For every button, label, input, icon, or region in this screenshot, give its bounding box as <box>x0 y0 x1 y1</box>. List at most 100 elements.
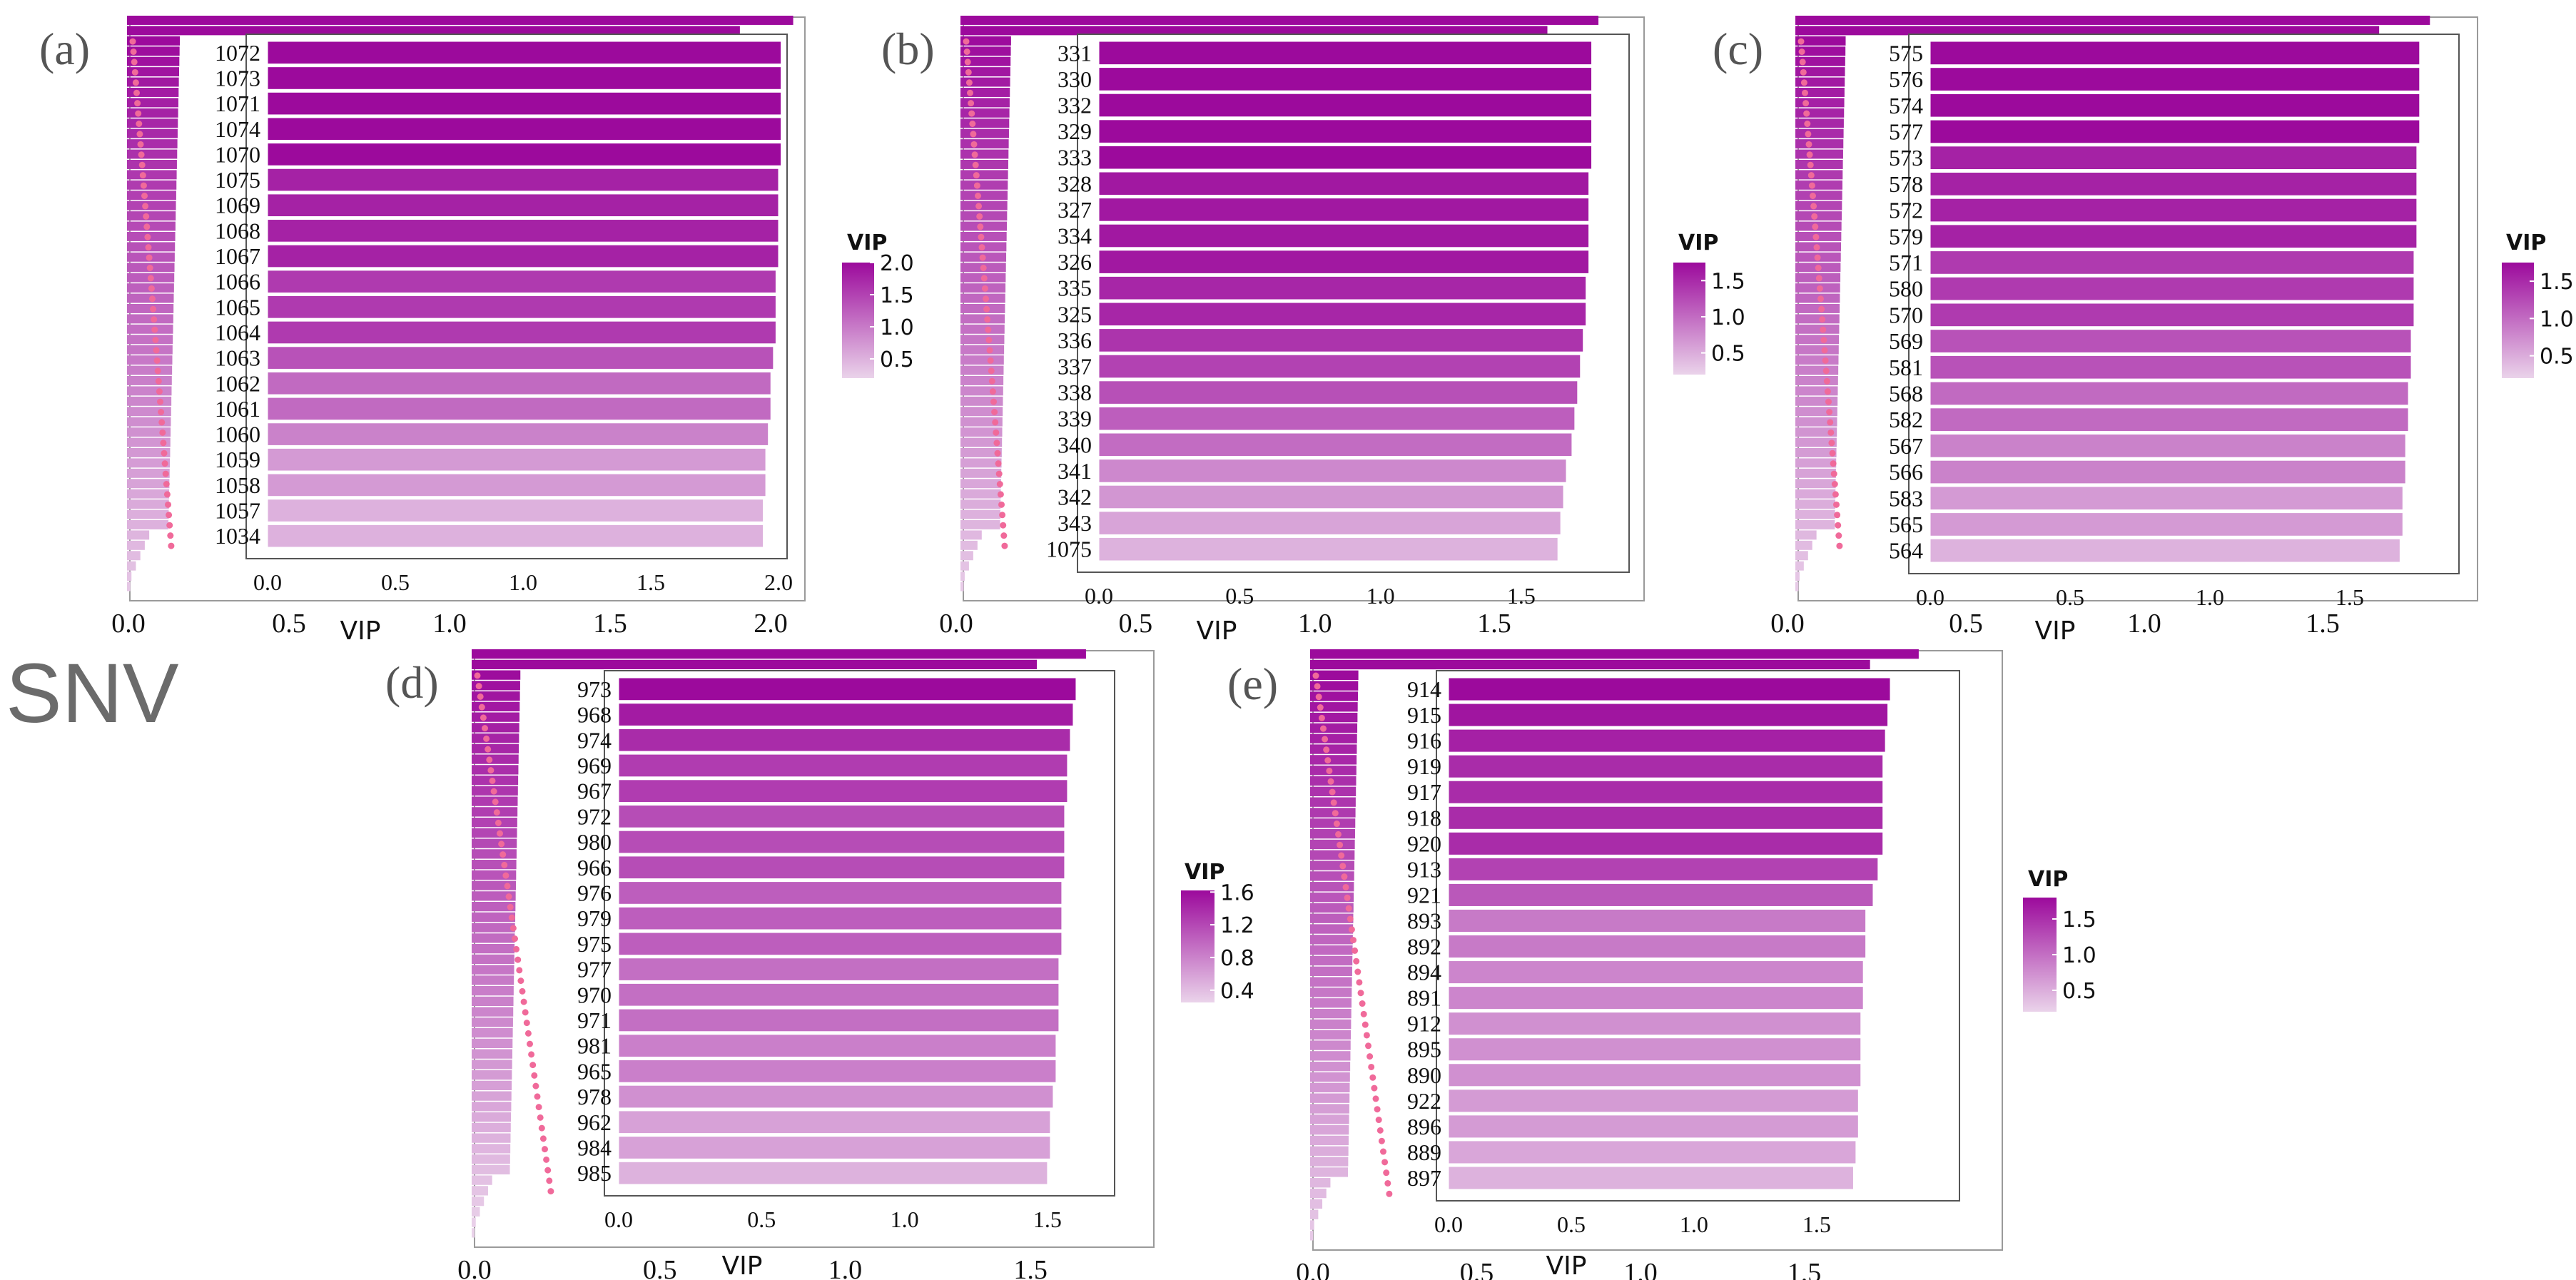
outer-bar <box>472 933 515 943</box>
outer-marker <box>1819 316 1826 323</box>
outer-marker <box>166 522 173 529</box>
outer-tick-label: 0.5 <box>272 609 306 639</box>
outer-bar <box>127 499 169 509</box>
x-axis-title-b: VIP <box>1197 616 1237 646</box>
outer-bar <box>127 118 178 128</box>
outer-bar <box>1310 892 1354 903</box>
outer-bar <box>472 681 520 691</box>
category-label: 1072 <box>215 40 260 66</box>
outer-bar <box>127 180 177 190</box>
legend-colorbar <box>1673 263 1705 375</box>
inset-bar <box>1098 198 1590 222</box>
outer-marker <box>1830 460 1837 467</box>
inset-bar <box>618 753 1068 778</box>
category-label: 897 <box>1407 1165 1441 1191</box>
outer-bar <box>472 743 519 753</box>
panel-label-d: (d) <box>385 657 439 708</box>
category-label: 894 <box>1407 960 1441 985</box>
outer-marker <box>136 131 143 138</box>
outer-bar <box>960 530 982 540</box>
outer-bar <box>960 67 1010 77</box>
outer-bar <box>1795 386 1838 396</box>
legend-tick-label: 0.5 <box>1711 342 1745 367</box>
category-label: 1057 <box>215 498 260 524</box>
category-label: 327 <box>1058 197 1092 223</box>
outer-markers-b <box>963 38 1008 549</box>
outer-marker <box>516 967 523 974</box>
inset-bar <box>1098 93 1593 118</box>
outer-marker <box>155 377 162 385</box>
outer-tick-label: 1.0 <box>1298 609 1332 639</box>
x-axis-title-a: VIP <box>340 616 381 646</box>
outer-bar <box>127 211 176 221</box>
outer-bar <box>1795 108 1845 118</box>
outer-bar <box>960 118 1010 128</box>
outer-bar <box>1795 458 1837 468</box>
category-label: 1069 <box>215 193 260 218</box>
outer-bar <box>1795 16 2430 25</box>
outer-marker <box>130 49 137 55</box>
outer-marker <box>984 316 991 323</box>
outer-bar <box>1795 180 1842 190</box>
outer-marker <box>1330 799 1337 806</box>
inset-bar <box>1448 908 1867 933</box>
outer-marker <box>483 735 490 742</box>
outer-marker <box>1386 1190 1393 1197</box>
inset-bar <box>1930 486 2403 511</box>
outer-marker <box>1827 429 1835 436</box>
outer-tick-label: 1.5 <box>593 609 627 639</box>
inset-labels-e: 9149159169199179189209139218938928948919… <box>1407 676 1441 1191</box>
inset-bar <box>1448 1114 1859 1139</box>
outer-tick-label: 1.0 <box>2127 609 2161 639</box>
outer-tick-label: 0.5 <box>1119 609 1153 639</box>
inset-tick-label: 0.0 <box>1434 1212 1463 1237</box>
outer-bar <box>1795 118 1844 128</box>
outer-bar <box>127 200 176 210</box>
outer-marker <box>1368 1063 1375 1070</box>
outer-tick-label: 1.5 <box>2306 609 2340 639</box>
outer-bar <box>472 1038 513 1048</box>
outer-marker <box>980 275 988 282</box>
inset-bar <box>1098 459 1567 483</box>
outer-marker <box>970 131 977 138</box>
category-label: 332 <box>1058 93 1092 118</box>
inset-bar <box>618 855 1065 880</box>
outer-tick-label: 0.0 <box>111 609 146 639</box>
inset-bar <box>1098 67 1593 91</box>
outer-bar <box>960 437 1003 447</box>
outer-marker <box>1835 522 1842 529</box>
inset-bar <box>1930 434 2406 458</box>
inset-axis-a: 0.0 0.5 1.0 1.5 2.0 <box>253 569 793 595</box>
outer-bar <box>960 211 1008 221</box>
outer-marker <box>976 213 983 220</box>
outer-bar <box>127 530 150 540</box>
outer-bar <box>960 520 1000 529</box>
outer-bar <box>472 1060 512 1070</box>
outer-bar <box>1795 345 1839 355</box>
outer-axis-e: 0.0 0.5 1.0 1.5 <box>1296 1258 1821 1280</box>
outer-bar <box>1795 355 1839 365</box>
outer-marker <box>1352 947 1359 954</box>
outer-bar <box>1310 935 1353 945</box>
category-label: 1059 <box>215 447 260 472</box>
outer-bar <box>1310 1135 1349 1146</box>
category-label: 920 <box>1407 831 1441 856</box>
outer-bar <box>127 489 170 499</box>
inset-bar <box>618 1085 1054 1109</box>
outer-bar <box>960 26 1548 36</box>
outer-bar <box>1310 681 1359 691</box>
outer-bar <box>960 160 1008 169</box>
outer-bar <box>1310 818 1356 828</box>
outer-bar <box>1795 437 1837 447</box>
outer-bar <box>1795 489 1836 499</box>
outer-marker <box>531 1072 538 1079</box>
outer-bar <box>1795 314 1840 324</box>
outer-bar <box>1310 766 1357 776</box>
outer-bar <box>127 355 173 365</box>
outer-marker <box>1323 746 1330 753</box>
outer-marker <box>1835 532 1842 539</box>
outer-bar <box>1310 712 1358 723</box>
outer-marker <box>979 254 986 261</box>
category-label: 582 <box>1889 407 1923 432</box>
outer-bar <box>1310 1104 1349 1114</box>
